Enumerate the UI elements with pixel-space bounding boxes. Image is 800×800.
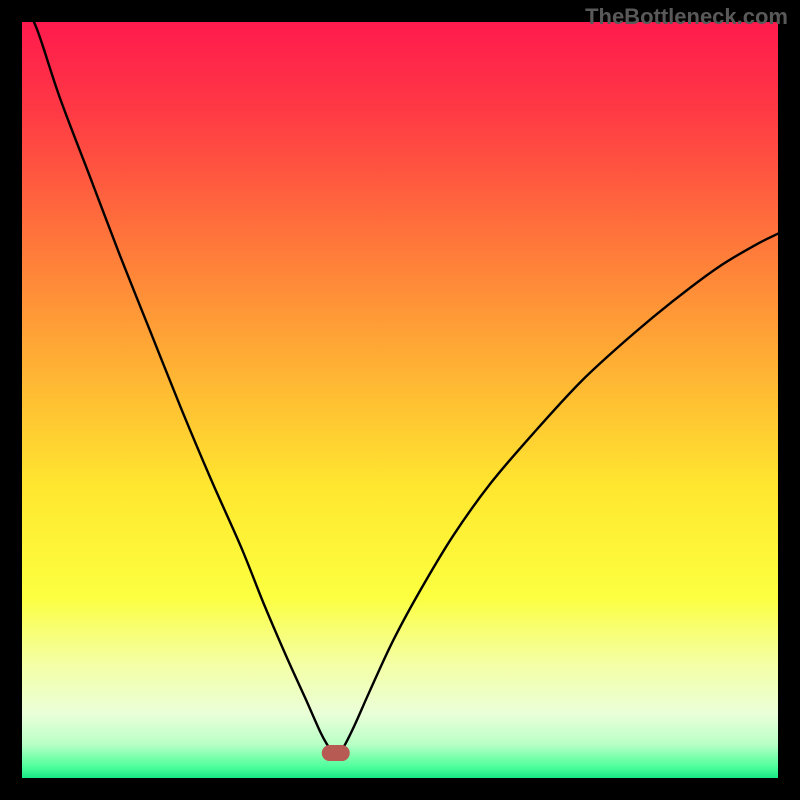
bottleneck-chart — [0, 0, 800, 800]
gradient-background — [22, 22, 778, 778]
watermark-text: TheBottleneck.com — [585, 4, 788, 30]
optimum-marker — [322, 745, 350, 761]
chart-container: TheBottleneck.com — [0, 0, 800, 800]
